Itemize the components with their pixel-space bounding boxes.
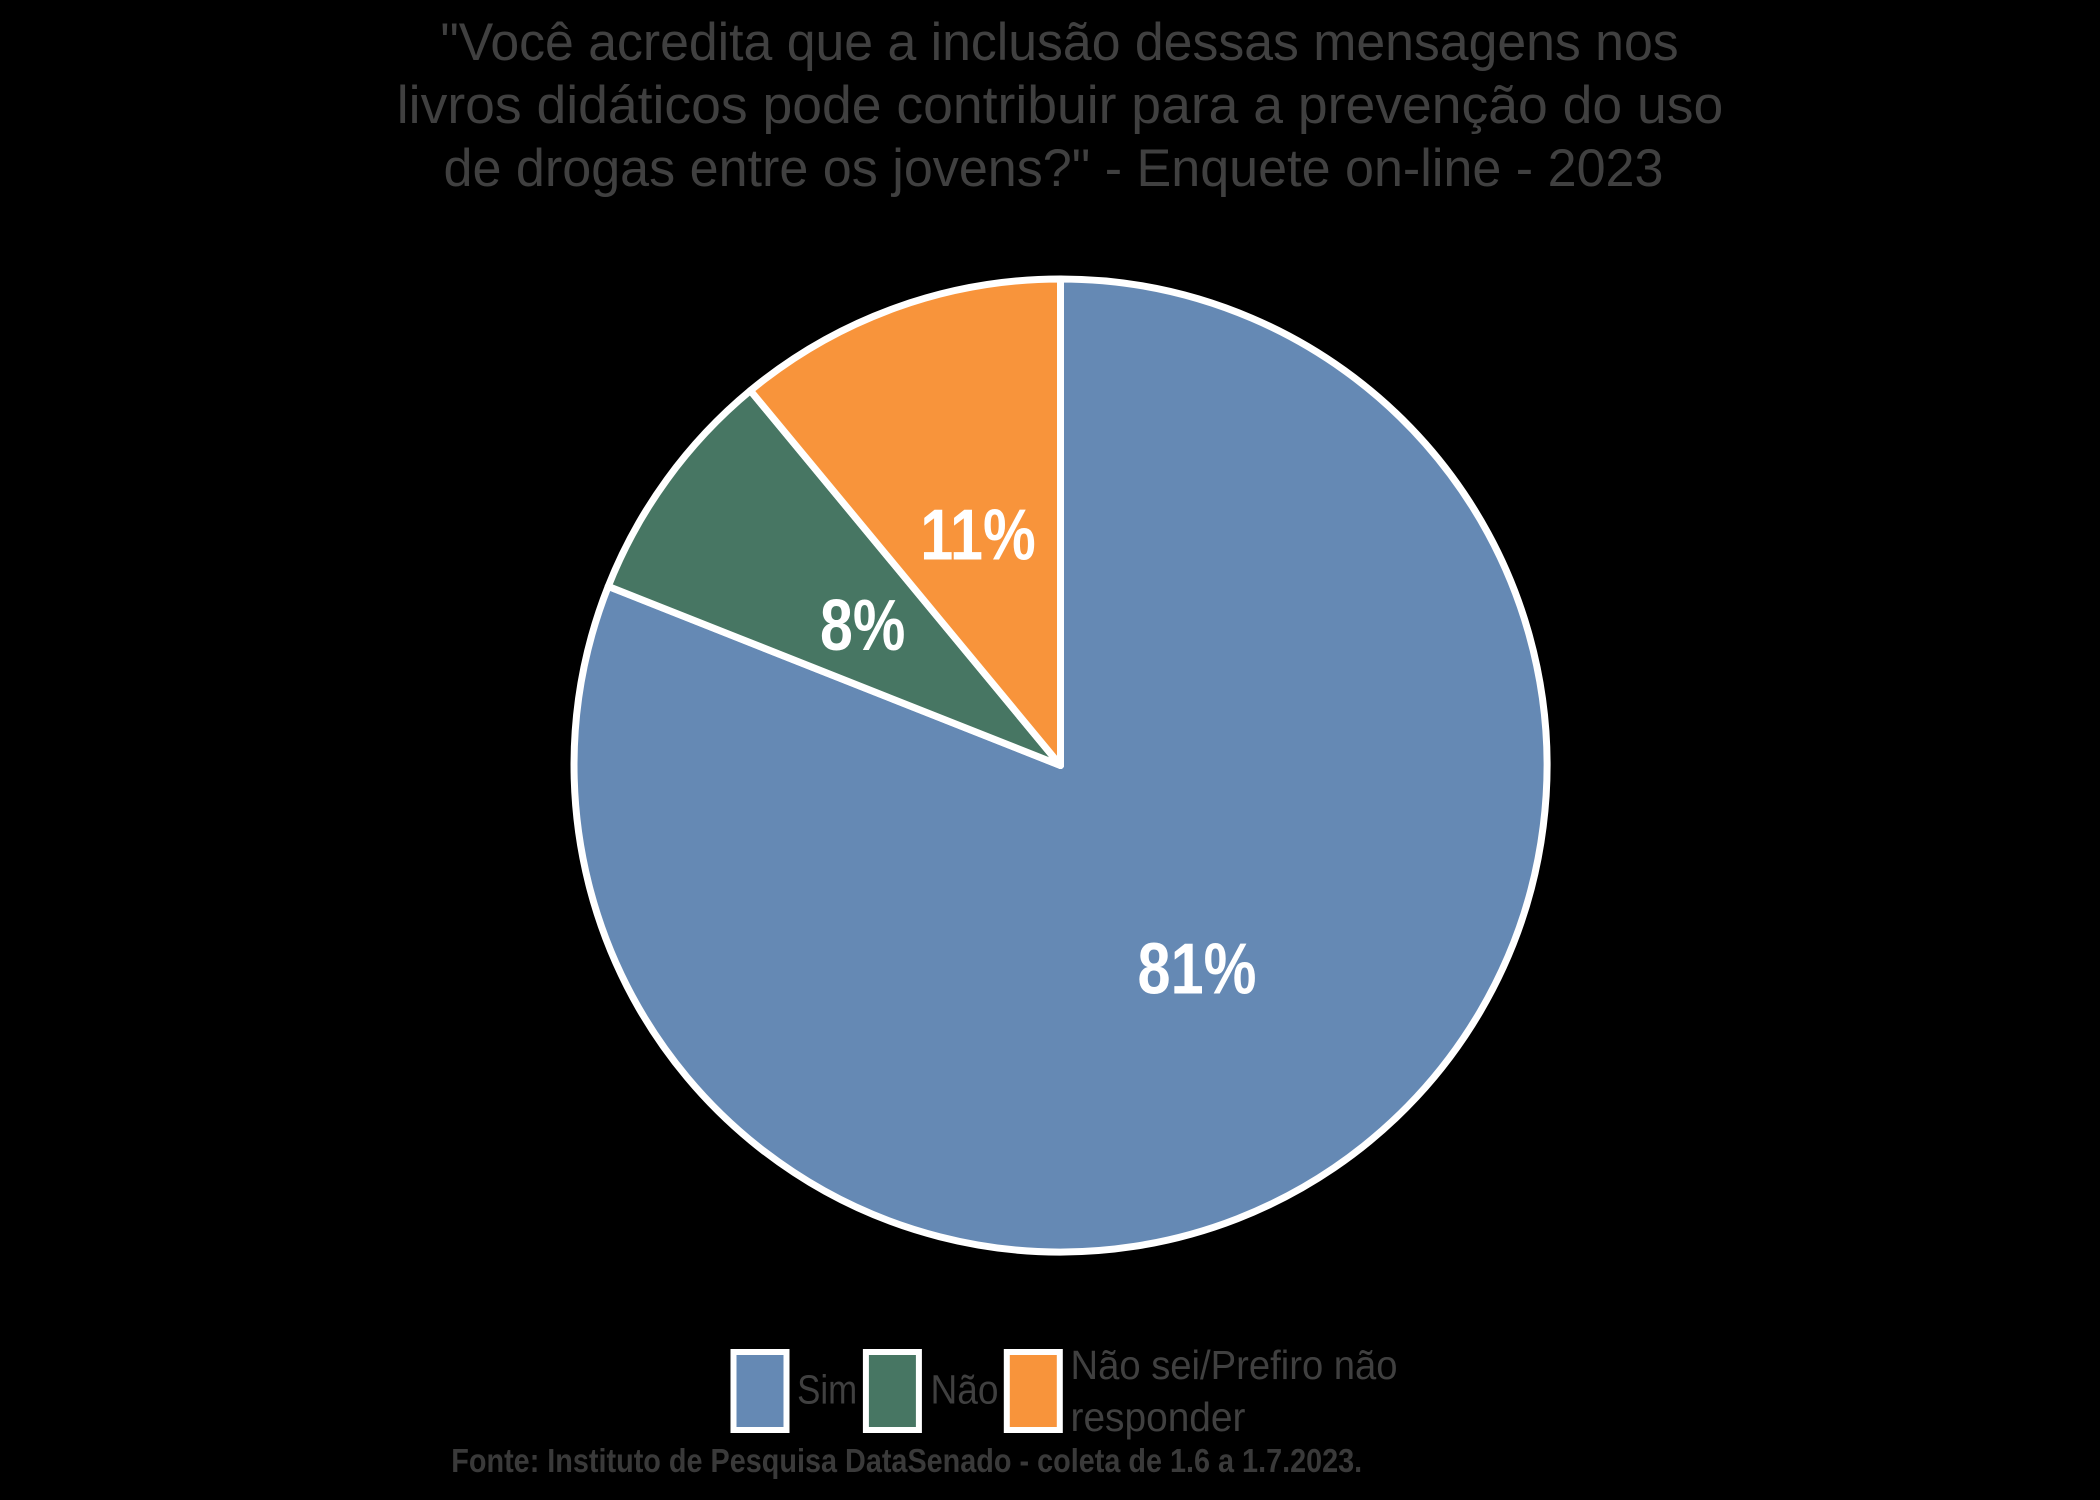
svg-text:Não: Não <box>931 1368 999 1413</box>
svg-text:livros didáticos pode contribu: livros didáticos pode contribuir para a … <box>397 76 1723 135</box>
svg-text:Fonte: Instituto de Pesquisa D: Fonte: Instituto de Pesquisa DataSenado … <box>451 1442 1362 1479</box>
svg-text:responder: responder <box>1071 1395 1246 1440</box>
svg-text:81%: 81% <box>1138 928 1257 1009</box>
svg-text:de drogas entre os jovens?" -: de drogas entre os jovens?" - Enquete on… <box>444 139 1664 199</box>
svg-text:Sim: Sim <box>797 1368 857 1413</box>
svg-text:8%: 8% <box>820 584 905 665</box>
svg-text:Não sei/Prefiro não: Não sei/Prefiro não <box>1071 1343 1398 1389</box>
svg-text:11%: 11% <box>920 494 1035 575</box>
svg-text:"Você acredita que a inclusão: "Você acredita que a inclusão dessas men… <box>440 13 1678 72</box>
